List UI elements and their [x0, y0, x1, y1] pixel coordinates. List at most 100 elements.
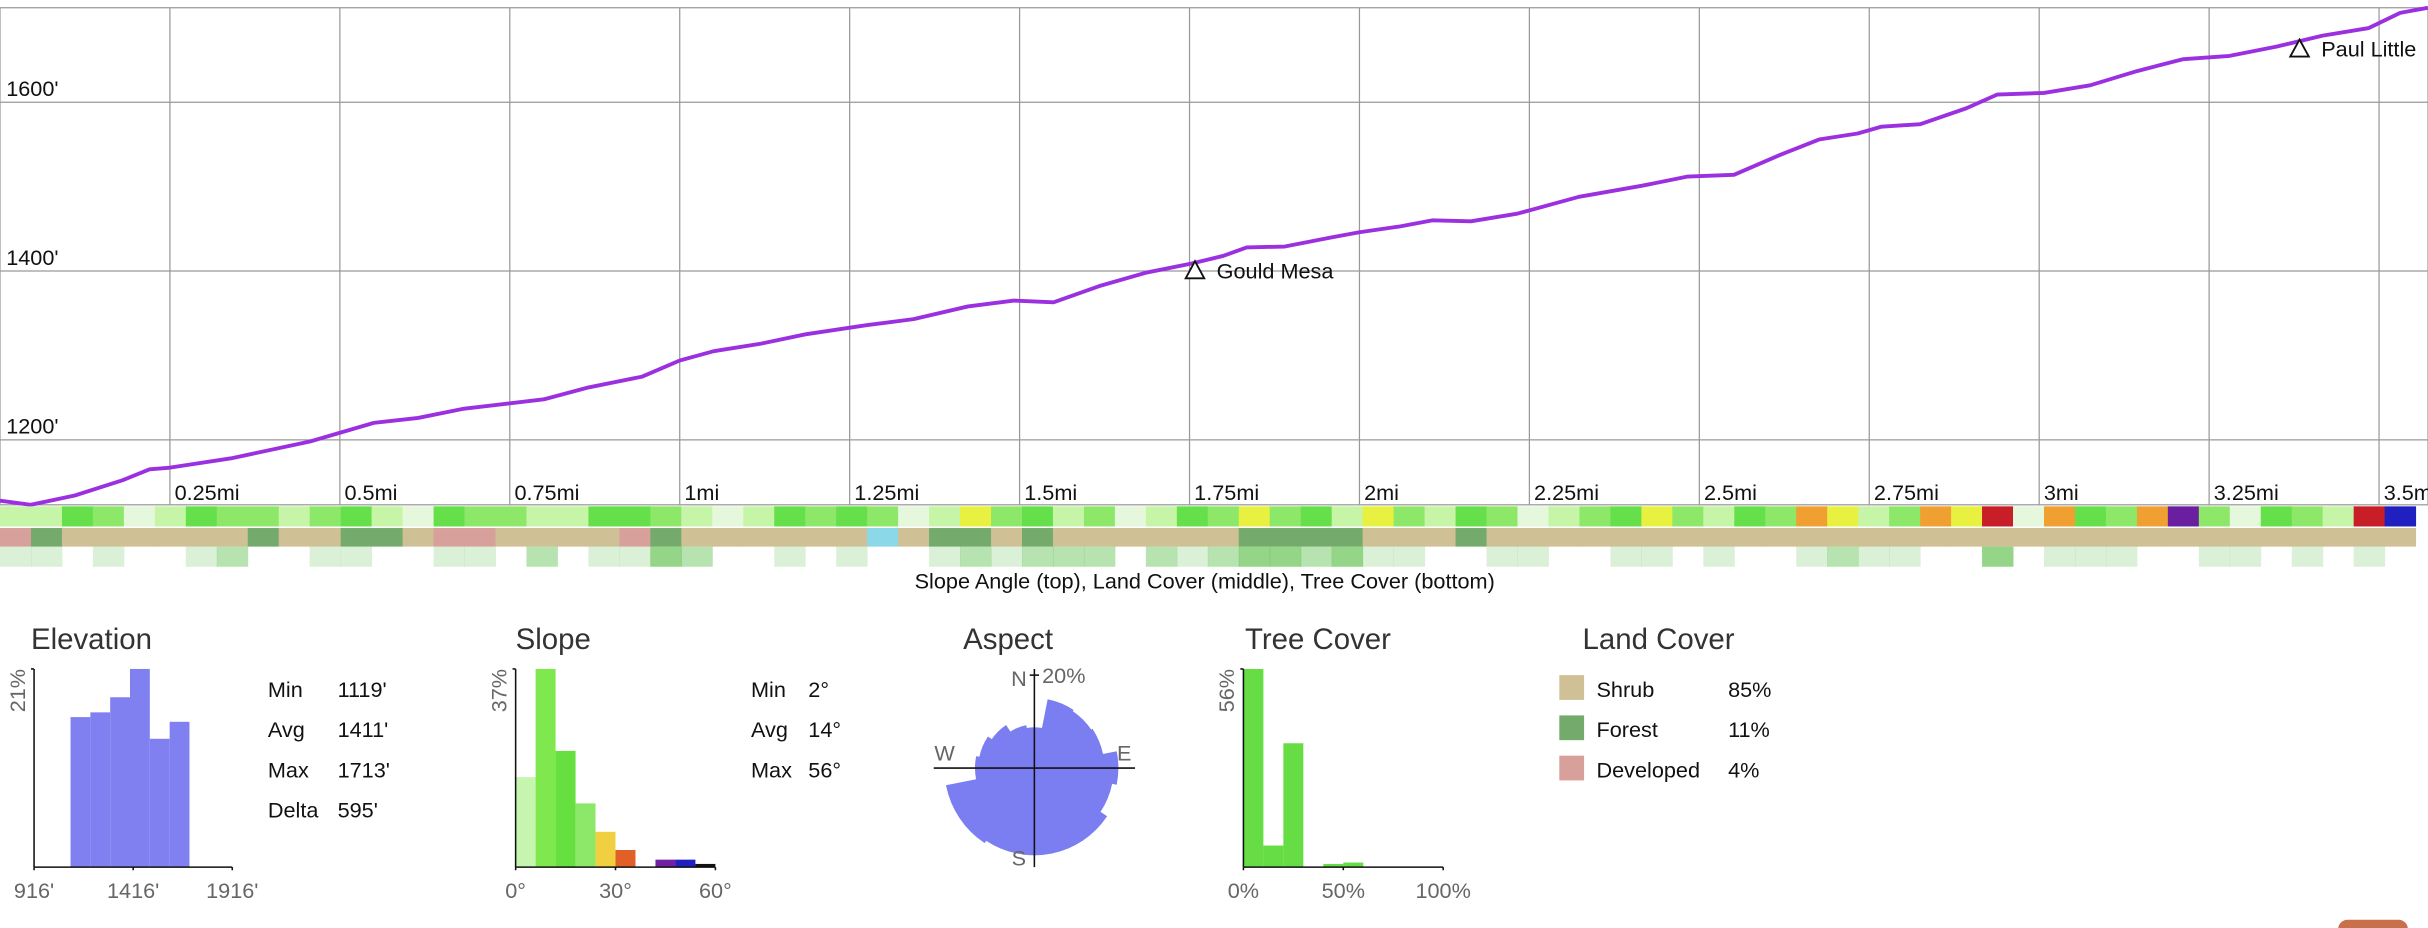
- land-cell: [1393, 528, 1426, 547]
- tree-cell: [1610, 546, 1642, 567]
- slope-cell: [1579, 506, 1611, 527]
- bar: [149, 738, 170, 868]
- land-cell: [92, 528, 125, 547]
- land-cell: [2013, 528, 2045, 547]
- x-tick-label: 2mi: [1364, 480, 1399, 505]
- land-cell: [1145, 528, 1178, 547]
- land-cell: [805, 528, 837, 547]
- slope-cell: [278, 506, 311, 527]
- slope-cell: [1548, 506, 1580, 527]
- tree-cell: [557, 547, 588, 567]
- land-cell: [1455, 528, 1487, 547]
- land-cell: [681, 528, 713, 547]
- land-cell: [1424, 528, 1457, 547]
- x-tick-label: 3.5mi: [2384, 480, 2428, 505]
- tree-cell: [1548, 547, 1579, 567]
- slope-cell: [61, 506, 94, 527]
- slope-cell: [1052, 506, 1085, 527]
- stat-value: 2°: [808, 677, 829, 702]
- corner-button[interactable]: [2338, 919, 2408, 928]
- land-cell: [340, 528, 373, 547]
- land-cell: [1114, 528, 1147, 547]
- tree-cell: [1920, 547, 1951, 567]
- land-cell: [2198, 528, 2231, 547]
- slope-cell: [2013, 506, 2045, 527]
- slope-cell: [1796, 506, 1828, 527]
- stat-value: 595': [338, 798, 378, 823]
- slope-cell: [1269, 506, 1302, 527]
- slope-cell: [2167, 506, 2200, 527]
- slope-cell: [2291, 506, 2324, 527]
- slope-cell: [1858, 506, 1890, 527]
- land-cell: [1207, 528, 1240, 547]
- r-tick-label: 20%: [1042, 663, 1085, 688]
- legend-name: Shrub: [1596, 677, 1654, 702]
- land-cell: [1765, 528, 1797, 547]
- land-cell: [1951, 528, 1983, 547]
- slope-cell: [650, 506, 682, 527]
- land-cell: [464, 528, 496, 547]
- tree-cell: [960, 546, 992, 567]
- stat-value: 56°: [808, 757, 841, 782]
- slope-cell: [1083, 506, 1116, 527]
- tree-cell: [372, 547, 403, 567]
- tree-cell: [1641, 546, 1673, 567]
- slope-cell: [588, 506, 620, 527]
- tree-cell: [0, 546, 32, 567]
- panel-title: Elevation: [31, 623, 152, 656]
- x-tick-label: 2.5mi: [1704, 480, 1757, 505]
- slope-cell: [1021, 506, 1054, 527]
- land-cell: [557, 528, 589, 547]
- x-tick-label: 3.25mi: [2214, 480, 2279, 505]
- slope-cell: [991, 506, 1023, 527]
- land-cell: [247, 528, 280, 547]
- aspect-sector: [1033, 699, 1074, 769]
- tree-cell: [1269, 546, 1302, 567]
- slope-cell: [2043, 506, 2076, 527]
- land-cell: [991, 528, 1023, 547]
- bar: [1263, 845, 1284, 868]
- slope-cell: [1889, 506, 1921, 527]
- land-cell: [1982, 528, 2014, 547]
- x-tick-label: 0.75mi: [514, 480, 579, 505]
- land-cover-title: Land Cover: [1583, 623, 1735, 656]
- slope-cell: [557, 506, 589, 527]
- tree-cell: [1982, 546, 2014, 567]
- land-cell: [836, 528, 868, 547]
- tree-cell: [1021, 546, 1054, 567]
- tree-cell: [1517, 546, 1549, 567]
- legend-name: Forest: [1596, 717, 1657, 742]
- legend-percent: 11%: [1728, 717, 1770, 742]
- tree-cell: [2353, 546, 2386, 567]
- y-tick-label: 21%: [5, 669, 30, 712]
- slope-cell: [123, 506, 156, 527]
- tree-cell: [1362, 546, 1395, 567]
- bar: [169, 721, 190, 868]
- panel-title: Slope: [516, 623, 591, 656]
- tree-cell: [2323, 547, 2354, 567]
- tree-cell: [1889, 546, 1921, 567]
- bar: [1343, 862, 1364, 868]
- slope-cell: [1331, 506, 1364, 527]
- tree-cell: [836, 546, 868, 567]
- land-cell: [2353, 528, 2386, 547]
- slope-cell: [805, 506, 837, 527]
- slope-cell: [1455, 506, 1487, 527]
- slope-cell: [92, 506, 125, 527]
- tree-cell: [1425, 547, 1456, 567]
- slope-cell: [2198, 506, 2231, 527]
- slope-cell: [1486, 506, 1518, 527]
- land-cell: [2291, 528, 2324, 547]
- land-cell: [1672, 528, 1704, 547]
- peak-label: Paul Little: [2321, 37, 2416, 62]
- land-cell: [1827, 528, 1859, 547]
- slope-cell: [774, 506, 806, 527]
- slope-cell: [2322, 506, 2355, 527]
- land-cell: [1021, 528, 1054, 547]
- land-cell: [185, 528, 218, 547]
- tree-cell: [496, 547, 527, 567]
- land-cell: [1083, 528, 1116, 547]
- bar: [129, 668, 150, 868]
- x-tick-label: 0.5mi: [345, 480, 398, 505]
